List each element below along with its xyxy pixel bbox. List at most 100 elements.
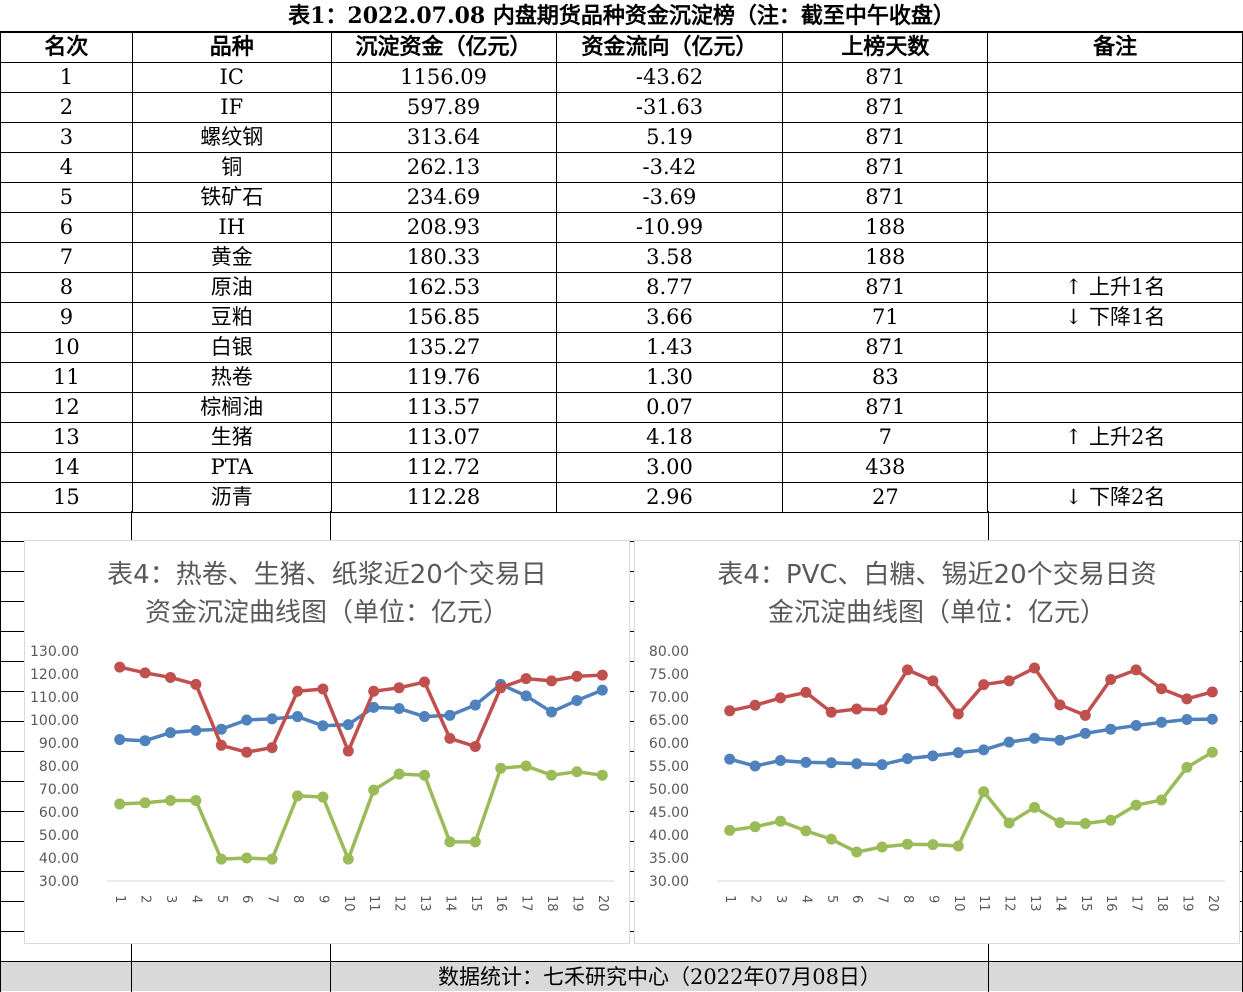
chart2-series-2-point [1054, 817, 1066, 829]
chart2-ytick-label: 65.00 [649, 713, 689, 729]
cell-fund: 313.64 [330, 122, 557, 153]
chart2-series-1-point [1181, 693, 1193, 705]
cell-name: IC [131, 62, 332, 93]
chart1-series-0-point [419, 711, 430, 723]
cell-rank: 12 [0, 392, 133, 423]
chart1-xtick-label: 11 [366, 895, 381, 912]
cell-name: 生猪 [131, 422, 332, 453]
chart1-series-0-point [165, 727, 176, 739]
chart2-series-1-point [1079, 709, 1091, 721]
chart1-xtick-label: 4 [188, 895, 203, 903]
chart1-xtick-label: 6 [239, 895, 254, 903]
chart1-series-1-point [444, 732, 456, 744]
cell-rank: 2 [0, 92, 133, 123]
chart2-series-2-point [1206, 746, 1218, 758]
chart2-series-2-point [1156, 794, 1167, 806]
chart2-ytick-label: 75.00 [649, 667, 689, 683]
cell-note [987, 62, 1243, 93]
chart2-xtick-label: 20 [1205, 895, 1220, 912]
chart1-xtick-label: 19 [569, 895, 584, 912]
cell-flow: 1.43 [555, 332, 784, 363]
table-row: 11 热卷 119.76 1.30 83 [0, 362, 1243, 393]
chart2-title-line1: 表4：PVC、白糖、锡近20个交易日资 [717, 560, 1157, 590]
footer-bar: 数据统计：七禾研究中心（2022年07月08日） [0, 961, 1243, 992]
cell-flow: 2.96 [555, 482, 784, 513]
chart2-ytick-label: 50.00 [649, 782, 689, 798]
col-header-flow: 资金流向（亿元） [555, 32, 784, 63]
chart1-series-0-point [139, 735, 151, 747]
chart1-series-2-point [139, 797, 151, 809]
chart1-series-0-point [368, 701, 380, 713]
col-header-name: 品种 [131, 32, 332, 63]
cell-days: 871 [782, 332, 989, 363]
cell-flow: 5.19 [555, 122, 784, 153]
cell-name: 原油 [131, 272, 332, 303]
cell-name: 棕榈油 [131, 392, 332, 423]
chart2-title-line2: 金沉淀曲线图（单位：亿元） [767, 598, 1106, 628]
chart2-series-1-point [927, 675, 939, 687]
chart2-series-0-point [1206, 713, 1218, 725]
cell-fund: 180.33 [330, 242, 557, 273]
col-header-days: 上榜天数 [782, 32, 989, 63]
cell-name: IH [131, 212, 332, 243]
chart2-series-0-point [978, 744, 990, 756]
chart1-ytick-label: 70.00 [39, 782, 79, 798]
cell-fund: 208.93 [330, 212, 557, 243]
chart1-series-0-point [393, 703, 405, 714]
chart2-series-2-point [1130, 799, 1142, 811]
table-row: 1 IC 1156.09 -43.62 871 [0, 62, 1243, 93]
chart2-xtick-label: 9 [925, 895, 940, 903]
chart2-xtick-label: 19 [1179, 895, 1194, 912]
cell-rank: 8 [0, 272, 133, 303]
chart1-series-0-point [317, 720, 329, 732]
cell-days: 871 [782, 392, 989, 423]
chart-box-2: 表4：PVC、白糖、锡近20个交易日资 金沉淀曲线图（单位：亿元） 80.00 7… [634, 540, 1240, 944]
cell-fund: 162.53 [330, 272, 557, 303]
chart2-xtick-label: 13 [1027, 895, 1042, 912]
chart1-series-2-point [368, 784, 380, 796]
chart2-series-2-point [1003, 817, 1015, 829]
chart2-series-1-point [1130, 664, 1142, 676]
chart2-series-1-point [1206, 686, 1218, 698]
chart2-series-0-point [952, 747, 964, 759]
col-header-note: 备注 [987, 32, 1243, 63]
chart2-series-1-point [775, 692, 786, 704]
cell-note [987, 392, 1243, 423]
chart2-series-2-point [1105, 814, 1117, 826]
chart2-ytick-label: 60.00 [649, 736, 689, 752]
chart2-xtick-label: 14 [1052, 895, 1067, 912]
chart2-series-2-point [1029, 801, 1040, 813]
chart1-series-1-point [215, 739, 227, 751]
chart2-series-0-point [902, 753, 913, 765]
chart1-series-0-point [520, 690, 532, 702]
cell-note: ↑ 上升1名 [987, 272, 1243, 303]
cell-name: 白银 [131, 332, 332, 363]
cell-note [987, 332, 1243, 363]
chart2-ytick-label: 80.00 [649, 644, 689, 660]
chart1-series-1-point [571, 670, 583, 682]
chart1-series-0-point [342, 719, 354, 731]
footer-source: 数据统计：七禾研究中心（2022年07月08日） [438, 965, 881, 989]
table-row: 14 PTA 112.72 3.00 438 [0, 452, 1243, 483]
chart1-xtick-label: 8 [290, 895, 305, 903]
chart1-series-2-point [292, 790, 303, 802]
table-row: 4 铜 262.13 -3.42 871 [0, 152, 1243, 183]
cell-name: PTA [131, 452, 332, 483]
cell-rank: 6 [0, 212, 133, 243]
chart1-series-2-point [495, 762, 507, 774]
chart1-xtick-label: 15 [468, 895, 483, 912]
cell-note [987, 452, 1243, 483]
cell-days: 438 [782, 452, 989, 483]
table-header-row: 名次 品种 沉淀资金（亿元） 资金流向（亿元） 上榜天数 备注 [0, 32, 1243, 63]
chart1-xtick-label: 7 [265, 895, 280, 903]
chart1-series-2-point [469, 836, 481, 848]
chart1-series-0-point [596, 684, 608, 696]
chart2-series-1-point [978, 679, 990, 691]
chart1-series-1-point [469, 740, 481, 752]
chart2-series-1-point [1029, 662, 1040, 674]
cell-days: 871 [782, 182, 989, 213]
chart2-series-1-point [1054, 699, 1066, 711]
chart2-series-1-point [1003, 675, 1015, 687]
chart1-series-2-point [571, 766, 583, 778]
cell-note [987, 122, 1243, 153]
